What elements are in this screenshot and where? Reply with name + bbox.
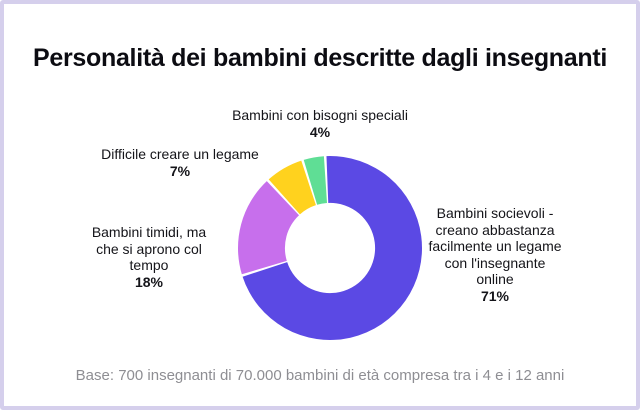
donut-slice-sociable bbox=[242, 156, 422, 341]
donut-chart bbox=[237, 156, 422, 341]
callout-label-line: che si aprono col bbox=[96, 240, 202, 257]
callout-percent: 7% bbox=[169, 162, 191, 179]
donut-slice-shy bbox=[237, 181, 300, 275]
callout-label-line: facilmente un legame bbox=[428, 238, 562, 254]
page-title: Personalità dei bambini descritte dagli … bbox=[32, 44, 608, 72]
callout-difficult: Difficile creare un legame 7% bbox=[60, 146, 300, 179]
donut-slice-special_needs bbox=[303, 156, 328, 205]
callout-label-line: Bambini socievoli - bbox=[436, 205, 554, 221]
callout-sociable: Bambini socievoli - creano abbastanza fa… bbox=[395, 205, 595, 304]
callout-label-line: Bambini timidi, ma bbox=[91, 224, 207, 240]
callout-special-needs: Bambini con bisogni speciali 4% bbox=[200, 107, 440, 140]
callout-label-line: online bbox=[476, 271, 514, 287]
callout-label-line: creano abbastanza bbox=[435, 221, 555, 238]
callout-percent: 18% bbox=[134, 273, 164, 290]
base-footnote: Base: 700 insegnanti di 70.000 bambini d… bbox=[75, 367, 565, 384]
donut-slice-difficult bbox=[268, 160, 316, 215]
callout-label-line: tempo bbox=[129, 257, 169, 273]
callout-label-line: Difficile creare un legame bbox=[101, 146, 259, 162]
callout-label-line: Bambini con bisogni speciali bbox=[232, 107, 408, 123]
callout-shy: Bambini timidi, ma che si aprono col tem… bbox=[54, 224, 244, 290]
callout-percent: 4% bbox=[309, 123, 331, 140]
callout-label-line: con l'insegnante bbox=[444, 254, 546, 271]
callout-percent: 71% bbox=[480, 287, 510, 304]
